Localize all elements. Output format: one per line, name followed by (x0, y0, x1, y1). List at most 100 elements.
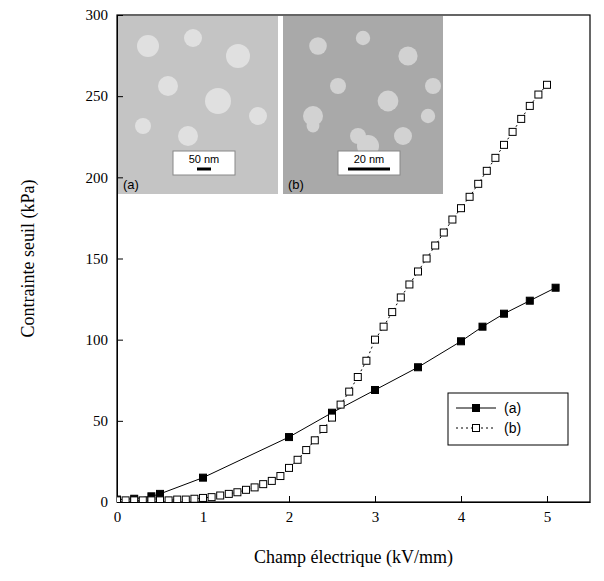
plot-frame (117, 15, 590, 502)
y-tick-mark (117, 421, 123, 422)
data-point (406, 281, 413, 288)
data-point (174, 496, 181, 502)
y-tick-label: 150 (86, 251, 109, 267)
y-tick-label: 50 (93, 413, 108, 429)
inset-particle (137, 35, 159, 57)
data-point (509, 128, 516, 135)
y-tick-mark (117, 502, 123, 503)
x-tick: 2 (286, 496, 294, 525)
y-tick: 0 (101, 494, 124, 510)
inset-image (283, 16, 443, 194)
data-point (303, 447, 310, 454)
inset-particle (330, 78, 346, 94)
y-tick-label: 200 (86, 170, 109, 186)
scale-bar-label: 50 nm (189, 153, 220, 165)
legend-item: (b) (456, 420, 521, 436)
y-tick-mark (117, 96, 123, 97)
x-tick-label: 2 (286, 509, 294, 525)
data-point (225, 490, 232, 497)
chart: 50 nm(a)20 nm(b)012345050100150200250300… (0, 0, 604, 581)
data-point (165, 497, 172, 502)
inset-particle (135, 118, 151, 134)
inset-particle (421, 109, 435, 123)
data-point (483, 167, 490, 174)
data-point (268, 477, 275, 484)
data-point (449, 216, 456, 223)
data-point (200, 474, 207, 481)
data-point (552, 284, 559, 291)
data-point (191, 495, 198, 502)
inset-particle (226, 44, 250, 68)
x-tick: 3 (372, 496, 380, 525)
data-point (492, 154, 499, 161)
data-point (535, 91, 542, 98)
data-point (415, 268, 422, 275)
y-tick: 250 (86, 88, 124, 104)
data-point (117, 496, 121, 502)
data-point (157, 490, 164, 497)
data-point (208, 494, 215, 501)
inset-particle (425, 78, 441, 94)
data-point (260, 481, 267, 488)
x-tick-label: 4 (458, 509, 466, 525)
inset-particle (303, 106, 323, 126)
inset-particle (205, 88, 231, 114)
legend-label: (b) (504, 420, 521, 436)
data-point (440, 229, 447, 236)
data-point (354, 374, 361, 381)
inset-particle (178, 126, 198, 146)
data-point (329, 414, 336, 421)
y-tick-mark (117, 15, 123, 16)
inset: 50 nm(a) (118, 16, 278, 194)
y-tick: 150 (86, 251, 124, 267)
y-tick: 50 (93, 413, 123, 429)
inset-particle (394, 127, 412, 145)
x-tick-label: 1 (200, 509, 208, 525)
legend-marker (473, 405, 480, 412)
data-point (117, 497, 121, 502)
data-point (122, 497, 129, 502)
inset: 20 nm(b) (283, 16, 443, 194)
data-point (139, 497, 146, 502)
y-tick-label: 250 (86, 88, 109, 104)
data-point (372, 386, 379, 393)
data-point (251, 484, 258, 491)
data-point (501, 141, 508, 148)
data-point (397, 294, 404, 301)
x-axis: 012345 (114, 496, 591, 525)
y-tick-label: 100 (86, 332, 109, 348)
data-point (311, 437, 318, 444)
data-point (423, 255, 430, 262)
x-tick: 4 (458, 496, 466, 525)
y-axis-title: Contrainte seuil (kPa) (18, 180, 39, 338)
x-axis-line (118, 502, 591, 503)
scale-bar (348, 168, 390, 171)
data-point (294, 456, 301, 463)
y-tick-mark (117, 177, 123, 178)
data-point (389, 309, 396, 316)
y-tick-mark (117, 340, 123, 341)
y-axis: 050100150200250300 (86, 7, 124, 510)
data-point (337, 401, 344, 408)
data-point (475, 180, 482, 187)
inset-particle (356, 31, 370, 45)
data-point (466, 193, 473, 200)
data-point (234, 489, 241, 496)
y-tick: 100 (86, 332, 124, 348)
data-point (217, 492, 224, 499)
data-point (182, 496, 189, 502)
legend-marker (473, 425, 480, 432)
data-point (526, 102, 533, 109)
x-tick: 0 (114, 496, 122, 525)
inset-particle (309, 37, 327, 55)
x-axis-title: Champ électrique (kV/mm) (254, 547, 453, 568)
data-point (286, 464, 293, 471)
y-tick-mark (117, 259, 123, 260)
data-point (380, 323, 387, 330)
x-tick-mark (375, 496, 376, 502)
data-point (544, 81, 551, 88)
x-tick-mark (289, 496, 290, 502)
plot: 50 nm(a)20 nm(b)012345050100150200250300… (86, 7, 591, 524)
inset-particle (249, 107, 267, 125)
data-point (518, 115, 525, 122)
